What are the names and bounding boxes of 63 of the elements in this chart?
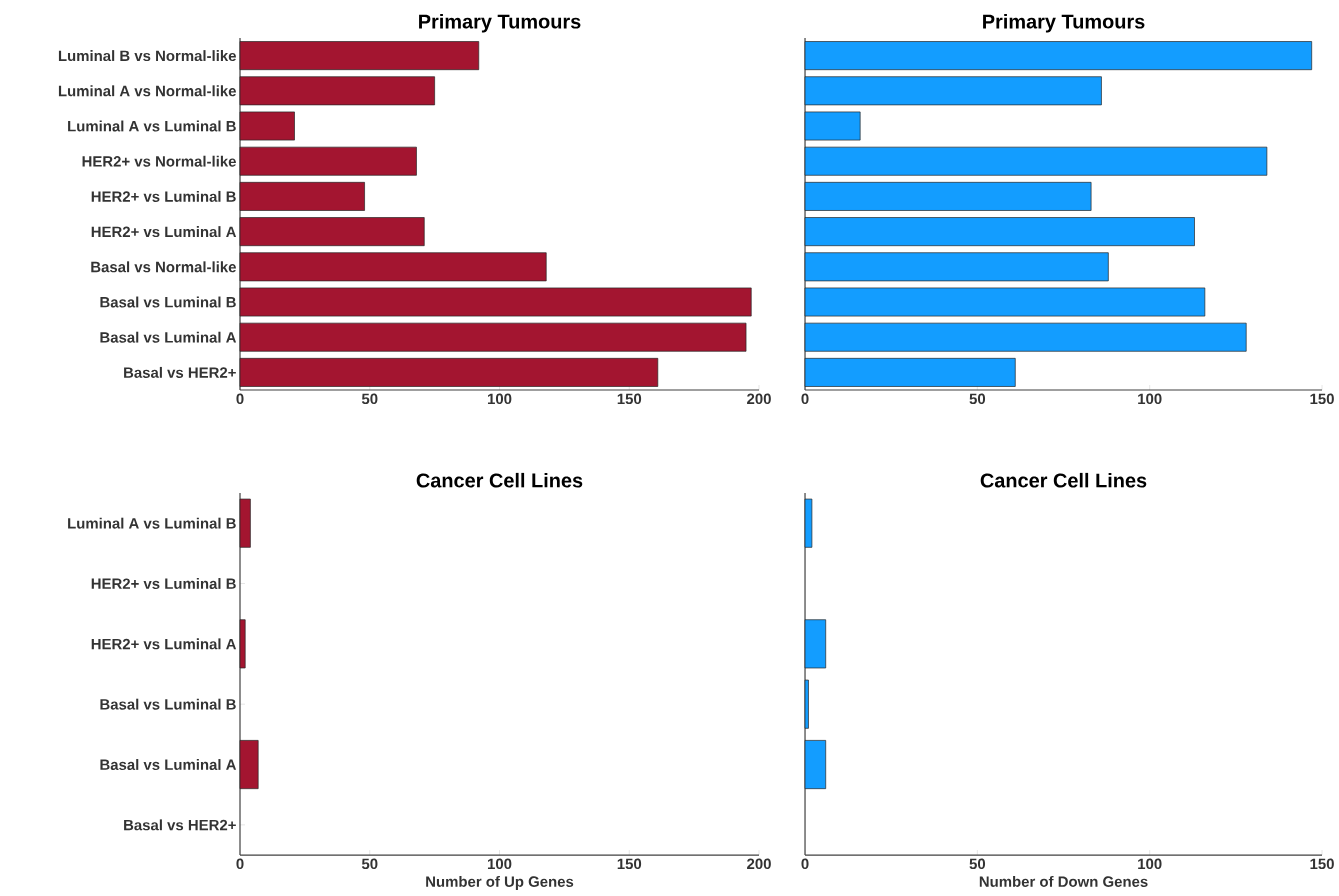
bar bbox=[804, 357, 1016, 387]
y-tick-label: Basal vs HER2+ bbox=[124, 366, 236, 378]
bar bbox=[239, 252, 547, 282]
y-tick-label: Basal vs HER2+ bbox=[124, 819, 236, 831]
x-tick-label: 200 bbox=[747, 393, 771, 405]
x-tick-label: 50 bbox=[969, 858, 986, 870]
y-tick-label: HER2+ vs Luminal A bbox=[91, 226, 237, 238]
x-tick-label: 100 bbox=[1138, 858, 1162, 870]
bar bbox=[239, 287, 752, 317]
x-tick-label: 150 bbox=[1310, 858, 1334, 870]
y-tick-label: Luminal B vs Normal-like bbox=[58, 50, 236, 62]
bar bbox=[239, 41, 480, 71]
x-tick-label: 0 bbox=[801, 393, 809, 405]
bar bbox=[239, 217, 425, 247]
y-tick-label: Luminal A vs Luminal B bbox=[68, 517, 236, 529]
x-axis-title: Number of Down Genes bbox=[979, 875, 1148, 887]
x-tick-label: 50 bbox=[361, 393, 378, 405]
bar bbox=[804, 146, 1268, 176]
x-tick-label: 200 bbox=[747, 858, 771, 870]
bar bbox=[804, 217, 1195, 247]
chart-title: Cancer Cell Lines bbox=[980, 472, 1147, 488]
bar bbox=[804, 287, 1206, 317]
bar bbox=[239, 146, 417, 176]
bar bbox=[239, 322, 747, 352]
x-tick-label: 50 bbox=[969, 393, 986, 405]
chart-title: Primary Tumours bbox=[419, 13, 581, 33]
x-tick-label: 0 bbox=[801, 858, 809, 870]
x-tick-label: 150 bbox=[617, 393, 642, 405]
bar bbox=[804, 252, 1109, 282]
bar bbox=[804, 41, 1313, 71]
bar bbox=[239, 619, 246, 669]
y-tick-label: HER2+ vs Luminal B bbox=[91, 578, 236, 589]
x-tick-label: 150 bbox=[1310, 393, 1334, 405]
x-tick-label: 0 bbox=[236, 858, 244, 870]
x-tick-label: 50 bbox=[361, 858, 378, 870]
chart-title: Primary Tumours bbox=[983, 13, 1145, 33]
bar bbox=[239, 357, 659, 387]
bar bbox=[804, 111, 861, 141]
x-axis-title: Number of Up Genes bbox=[426, 875, 574, 890]
y-tick-label: Basal vs Luminal B bbox=[100, 698, 236, 710]
x-tick-label: 100 bbox=[1138, 393, 1162, 405]
y-tick-label: Luminal A vs Luminal B bbox=[68, 120, 236, 132]
bar bbox=[804, 181, 1092, 211]
y-tick-label: HER2+ vs Luminal A bbox=[91, 638, 237, 650]
y-tick-label: HER2+ vs Normal-like bbox=[82, 155, 236, 167]
bar bbox=[804, 322, 1247, 352]
y-tick-label: Basal vs Luminal A bbox=[100, 759, 237, 771]
chart-title: Cancer Cell Lines bbox=[416, 472, 583, 488]
bar bbox=[239, 740, 259, 790]
y-tick-label: Luminal A vs Normal-like bbox=[58, 85, 236, 97]
x-tick-label: 100 bbox=[487, 393, 512, 405]
bar bbox=[239, 181, 365, 211]
y-tick-label: Basal vs Normal-like bbox=[91, 261, 236, 273]
bar bbox=[239, 498, 251, 548]
y-tick-label: Basal vs Luminal B bbox=[100, 296, 236, 308]
x-tick-label: 100 bbox=[487, 858, 512, 870]
y-tick-label: HER2+ vs Luminal B bbox=[91, 190, 236, 202]
bar bbox=[239, 76, 435, 106]
bar bbox=[804, 76, 1102, 106]
x-tick-label: 150 bbox=[617, 858, 642, 870]
x-tick-label: 0 bbox=[236, 393, 244, 405]
bar bbox=[239, 111, 295, 141]
y-tick-label: Basal vs Luminal A bbox=[100, 331, 237, 343]
